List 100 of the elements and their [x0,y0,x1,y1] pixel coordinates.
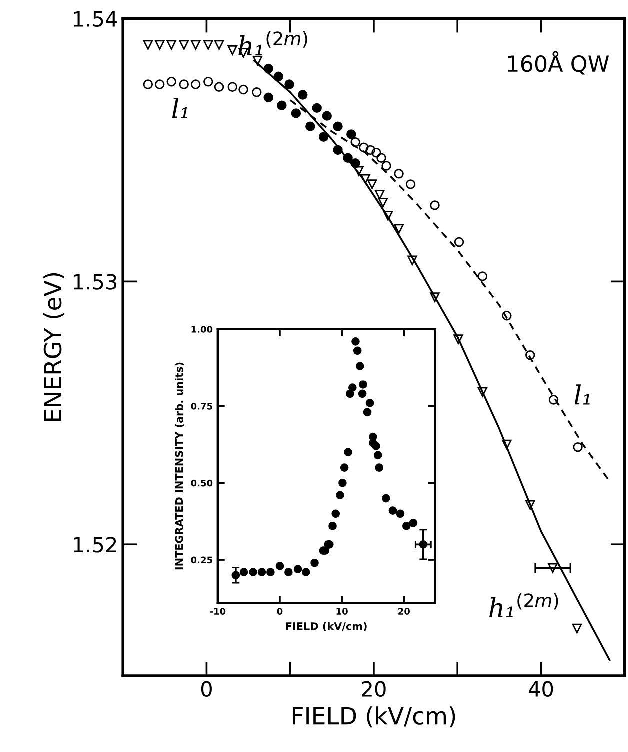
point [143,80,154,90]
point [430,292,440,302]
point [310,558,319,568]
point [376,153,386,163]
point [228,82,238,92]
point [179,80,189,90]
point [204,77,214,87]
point [228,45,238,56]
point [166,77,176,87]
point [363,408,372,417]
point [155,80,165,90]
point [382,494,390,503]
point [548,395,559,405]
point [358,390,367,398]
point [332,510,340,518]
point [409,518,418,528]
point [478,387,488,397]
y-tick-label: 1.52 [74,537,116,553]
point [372,442,380,450]
point [367,180,378,190]
point [372,148,382,158]
point [354,166,364,176]
point [502,440,512,450]
y-tick-label: 1.00 [192,326,213,333]
point [338,478,347,488]
point [378,198,388,208]
point [214,40,224,50]
point [526,350,536,360]
point [284,80,294,90]
point [312,103,322,114]
point [350,138,360,148]
point [394,224,404,234]
point [214,82,224,92]
point [346,390,354,398]
y-tick-label: 0.25 [191,556,212,564]
point [155,40,165,50]
point [340,464,349,472]
point [382,161,392,171]
point [277,100,287,110]
point [284,568,293,577]
point [478,272,488,282]
point [454,334,464,344]
point [394,169,404,179]
point [454,237,464,248]
point [190,40,201,50]
point [266,568,275,577]
point [249,568,258,577]
point [502,311,512,321]
point [302,568,310,577]
annotation: 160Å QW [508,51,610,75]
point [294,565,302,574]
point [402,522,411,530]
y-tick-label: 1.53 [74,274,117,290]
point [298,90,308,100]
annotation: l₁ [172,98,188,118]
annotation: h₁$^{(2m)}$ [489,593,558,618]
point [252,88,262,98]
x-tick-label: 20 [398,608,410,615]
x-tick-label: 0 [277,608,283,615]
point [204,40,214,50]
x-tick-label: 40 [528,681,554,698]
point [374,190,385,200]
point [359,380,368,389]
point [366,145,376,156]
point [430,200,440,210]
point [264,92,274,103]
point [240,568,248,577]
point [383,211,394,221]
point [366,399,374,408]
x-tick-label: 20 [362,681,386,698]
point [291,108,302,118]
point [336,491,344,500]
point [352,338,360,346]
y-tick-label: 0.75 [191,402,212,410]
point [179,40,189,50]
point [258,568,266,577]
point [306,122,316,132]
point [408,256,418,266]
point [388,506,398,516]
point [548,563,558,574]
y-tick-label: 0.50 [191,480,213,487]
point [406,180,416,190]
y-axis-title: ENERGY (eV) [43,273,64,422]
point [322,111,332,121]
point [318,132,329,142]
point [143,40,154,50]
point [166,40,176,50]
annotation: h₁$^{(2m)}$ [238,31,308,56]
point [572,624,582,634]
x-axis-title: FIELD (kV/cm) [293,706,456,728]
y-axis-title: INTEGRATED INTENSITY (arb. units) [175,362,184,570]
point [360,174,370,184]
x-tick-label: -10 [210,608,226,615]
point [573,442,583,452]
point [238,84,248,95]
annotation: l₁ [574,384,590,405]
point [276,562,284,570]
point [344,448,352,457]
point [356,362,364,370]
point [374,451,382,460]
